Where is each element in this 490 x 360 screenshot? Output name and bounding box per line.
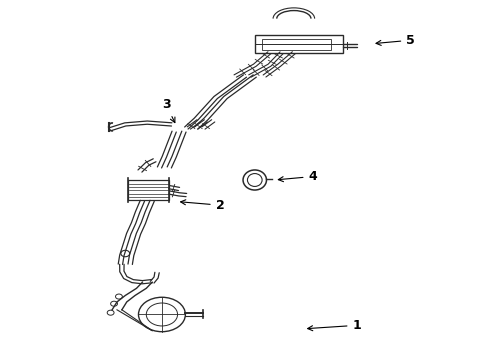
- Text: 3: 3: [162, 98, 175, 123]
- Text: 5: 5: [376, 34, 415, 47]
- Bar: [255, 36, 343, 53]
- Bar: [262, 39, 331, 50]
- Text: 4: 4: [278, 170, 317, 183]
- Bar: [128, 180, 169, 200]
- Text: 1: 1: [308, 319, 361, 332]
- Text: 2: 2: [181, 199, 224, 212]
